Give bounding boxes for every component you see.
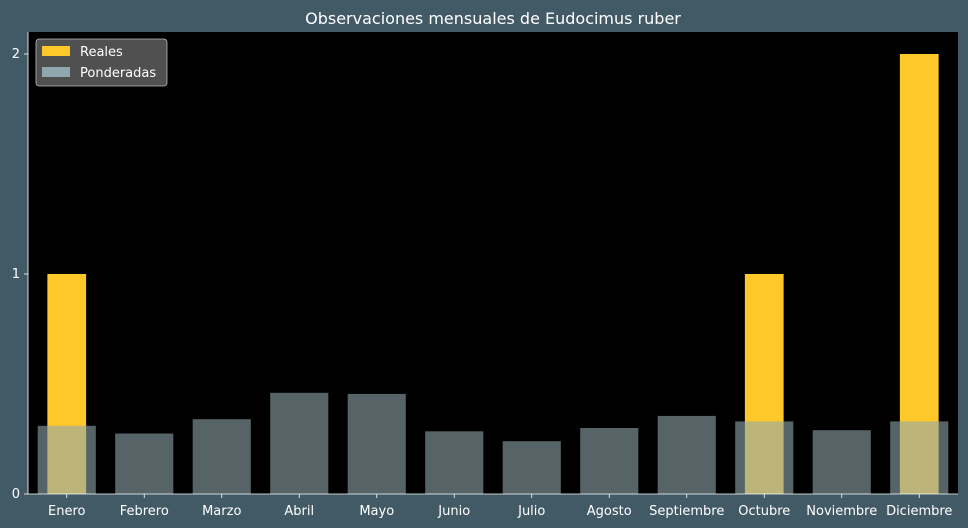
bar-ponderadas-enero: [37, 425, 96, 494]
x-tick-label: Diciembre: [886, 504, 952, 519]
bar-ponderadas-mayo: [347, 393, 406, 494]
bar-ponderadas-octubre: [735, 421, 794, 494]
legend-label-reales: Reales: [80, 45, 123, 60]
series-ponderadas-bars: [37, 392, 949, 494]
x-tick-label: Mayo: [359, 504, 394, 519]
y-tick-label: 2: [12, 47, 20, 62]
x-tick-label: Octubre: [738, 504, 790, 519]
bar-ponderadas-noviembre: [812, 430, 871, 494]
legend-label-ponderadas: Ponderadas: [80, 66, 156, 81]
bar-ponderadas-marzo: [192, 419, 251, 494]
bar-ponderadas-agosto: [580, 428, 639, 494]
bar-reales-diciembre: [899, 54, 939, 494]
x-tick-label: Marzo: [202, 504, 241, 519]
x-tick-label: Junio: [437, 504, 470, 519]
bar-ponderadas-diciembre: [890, 421, 949, 494]
bar-ponderadas-febrero: [115, 433, 174, 494]
bar-ponderadas-septiembre: [657, 415, 716, 494]
y-axis: 0 1 2: [12, 32, 29, 502]
bar-ponderadas-junio: [425, 431, 484, 494]
plot-area: [28, 32, 958, 494]
legend-swatch-ponderadas: [42, 67, 70, 77]
series-reales-bars: [47, 54, 939, 494]
chart-title: Observaciones mensuales de Eudocimus rub…: [305, 9, 681, 28]
bar-ponderadas-julio: [502, 441, 561, 494]
x-tick-label: Febrero: [120, 504, 169, 519]
bar-ponderadas-abril: [270, 392, 329, 494]
legend-swatch-reales: [42, 46, 70, 56]
x-tick-label: Enero: [48, 504, 86, 519]
y-tick-label: 1: [12, 267, 20, 282]
y-tick-label: 0: [12, 487, 20, 502]
x-tick-label: Julio: [517, 504, 545, 519]
x-tick-label: Agosto: [587, 504, 632, 519]
x-tick-label: Abril: [284, 504, 314, 519]
legend: Reales Ponderadas: [35, 38, 168, 87]
x-tick-label: Noviembre: [806, 504, 877, 519]
x-axis: Enero Febrero Marzo Abril Mayo Junio Julio Agos…: [28, 493, 958, 519]
x-tick-label: Septiembre: [649, 504, 724, 519]
